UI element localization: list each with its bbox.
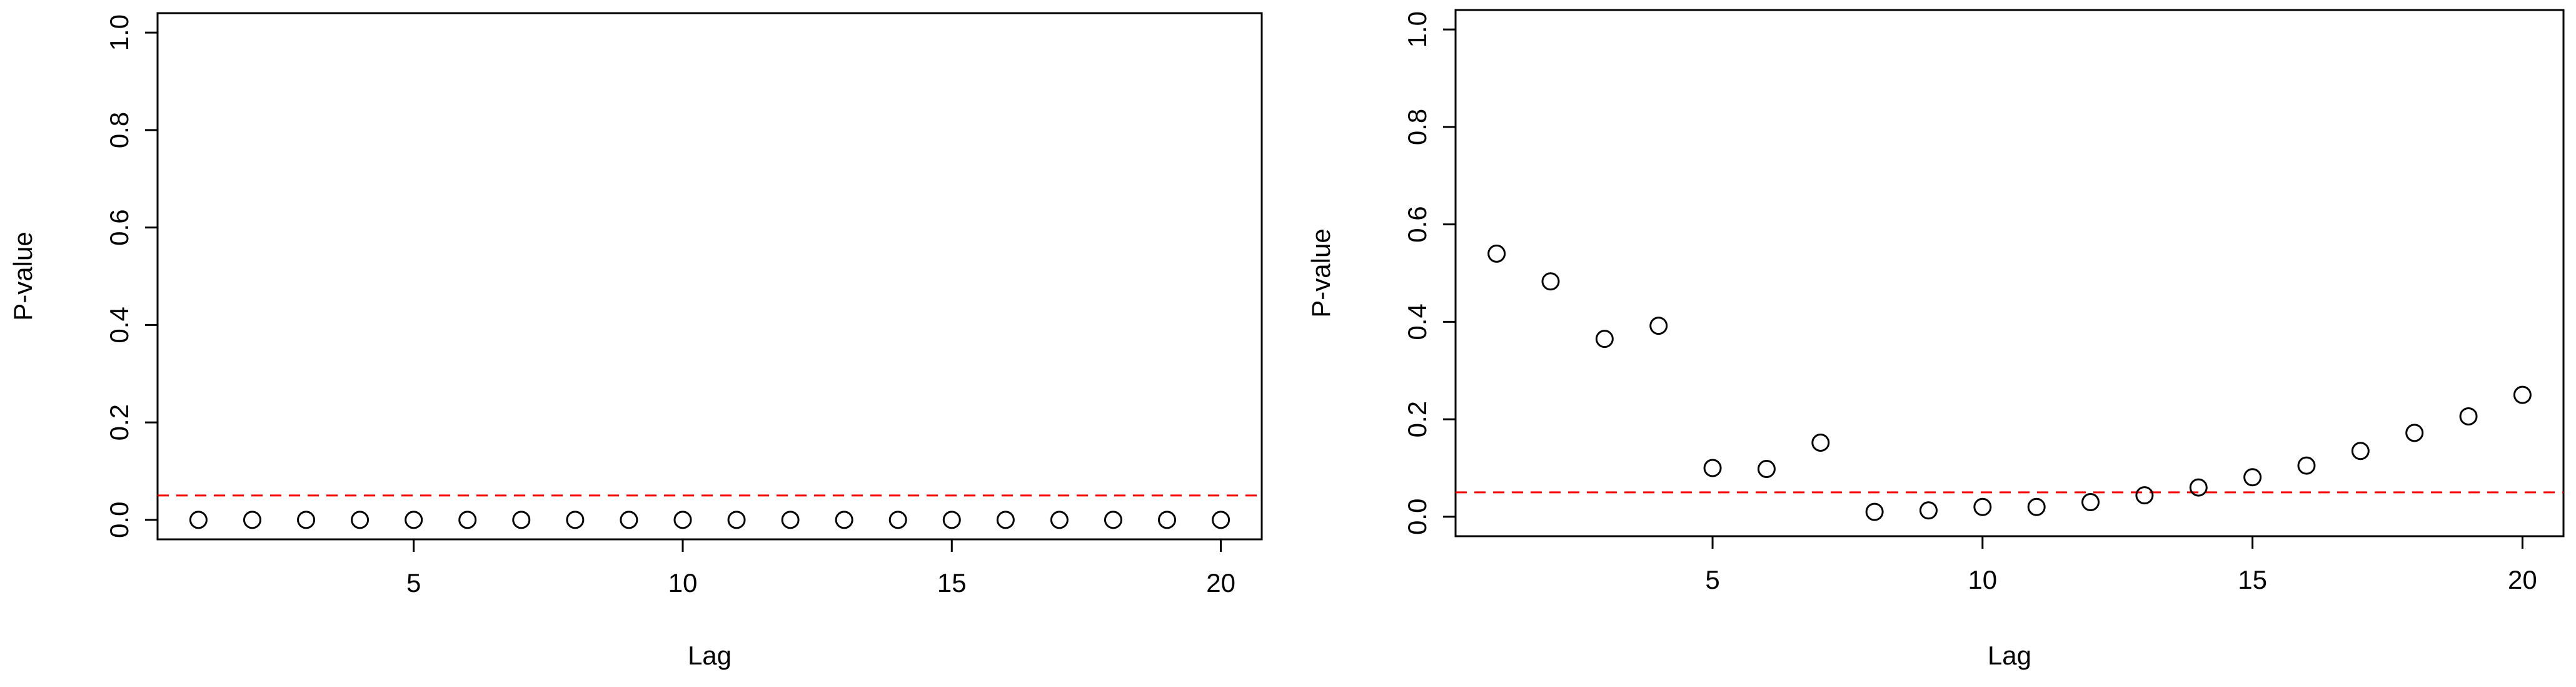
point: [1865, 502, 1884, 521]
point: [1595, 330, 1614, 349]
point: [2297, 456, 2316, 475]
point: [243, 511, 261, 529]
y-tick-label: 0.6: [1402, 206, 1432, 242]
y-tick-label: 1.0: [1402, 11, 1432, 48]
x-tick-label: 20: [2508, 565, 2537, 594]
point: [405, 511, 423, 529]
x-tick-label: 15: [2238, 565, 2267, 594]
point: [2351, 442, 2370, 461]
point: [996, 511, 1015, 529]
y-tick-label: 0.8: [104, 112, 134, 148]
point: [888, 511, 907, 529]
y-tick-label: 0.0: [1402, 499, 1432, 535]
x-tick-label: 10: [668, 568, 698, 598]
y-tick-label: 0.2: [104, 404, 134, 440]
point: [942, 511, 961, 529]
point: [781, 511, 800, 529]
point: [1050, 511, 1069, 529]
y-tick-label: 0.4: [104, 307, 134, 343]
point: [673, 511, 692, 529]
point: [2189, 478, 2208, 497]
y-tick-label: 0.4: [1402, 303, 1432, 340]
point: [1757, 460, 1776, 479]
y-tick-label: 0.0: [104, 502, 134, 538]
point: [2081, 492, 2100, 511]
x-tick-label: 5: [406, 568, 421, 598]
x-tick-label: 5: [1705, 565, 1719, 594]
point: [835, 511, 853, 529]
point: [1487, 244, 1506, 263]
point: [1811, 433, 1830, 452]
point: [620, 511, 638, 529]
point: [351, 511, 370, 529]
y-tick-label: 0.8: [1402, 109, 1432, 145]
point: [1973, 497, 1992, 516]
y-tick-label: 0.6: [104, 209, 134, 245]
x-tick-label: 15: [937, 568, 967, 598]
point: [1649, 317, 1668, 335]
point: [1919, 501, 1938, 520]
point: [2405, 424, 2424, 442]
x-axis-label: Lag: [688, 641, 732, 670]
point: [458, 511, 477, 529]
point: [1703, 459, 1722, 477]
point: [189, 511, 208, 529]
y-tick-label: 1.0: [104, 14, 134, 51]
point: [2243, 468, 2262, 487]
point: [2513, 385, 2532, 404]
plot-frame: [1454, 9, 2565, 537]
point: [566, 511, 585, 529]
y-axis-label: P-value: [1306, 228, 1336, 317]
point: [1158, 511, 1177, 529]
x-tick-label: 10: [1968, 565, 1997, 594]
point: [2027, 497, 2046, 516]
y-tick-label: 0.2: [1402, 401, 1432, 437]
point: [1104, 511, 1122, 529]
y-axis-label: P-value: [8, 232, 38, 320]
point: [512, 511, 531, 529]
x-tick-label: 20: [1206, 568, 1235, 598]
point: [2135, 486, 2154, 505]
x-axis-label: Lag: [1988, 641, 2031, 670]
point: [297, 511, 316, 529]
point: [1212, 511, 1230, 529]
point: [727, 511, 746, 529]
plot-frame: [156, 12, 1263, 541]
point: [2459, 407, 2478, 425]
point: [1541, 272, 1560, 291]
